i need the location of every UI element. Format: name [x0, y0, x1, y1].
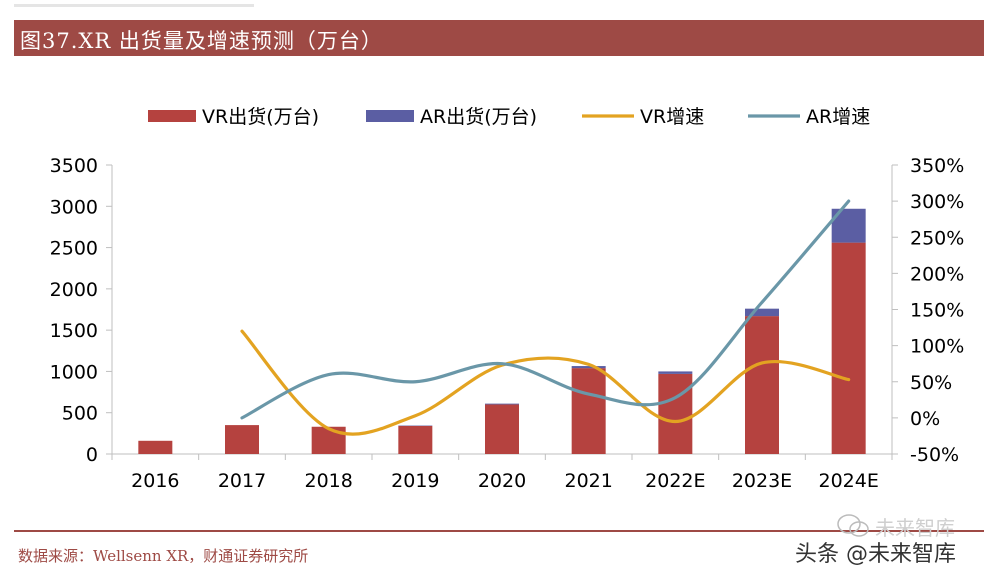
figure-title: 图37.XR 出货量及增速预测（万台）: [20, 29, 383, 53]
source-note: 数据来源：Wellsenn XR，财通证券研究所: [18, 547, 309, 565]
y-right-tick-label: 300%: [910, 191, 964, 213]
wechat-logo-icon: [837, 514, 869, 537]
ar-bar: [485, 403, 519, 405]
y-right-tick-label: 50%: [910, 372, 952, 394]
y-left-tick-label: 1500: [50, 320, 98, 342]
y-right-tick-label: -50%: [910, 444, 959, 466]
x-tick-label: 2019: [391, 470, 439, 492]
cropped-previous-line: [14, 0, 254, 10]
vr-bar: [571, 368, 606, 454]
legend-ar-shipments-swatch: [366, 110, 414, 122]
vr-bar: [138, 440, 173, 454]
legend-ar-growth-label: AR增速: [806, 106, 870, 128]
y-right-tick-label: 0%: [910, 408, 940, 430]
x-tick-label: 2017: [218, 470, 266, 492]
vr-bar: [485, 404, 519, 454]
x-tick-label: 2018: [304, 470, 352, 492]
figure-title-bar: 图37.XR 出货量及增速预测（万台）: [14, 20, 984, 56]
y-left-tick-label: 1000: [50, 361, 98, 383]
y-left-tick-label: 3000: [50, 196, 98, 218]
ar-bar: [745, 308, 779, 317]
vr-bar: [225, 425, 259, 454]
y-right-tick-label: 250%: [910, 227, 964, 249]
watermark-faint: 未来智库: [875, 516, 955, 540]
y-left-tick-label: 0: [86, 444, 98, 466]
chart: 0 500 1000 1500 2000 2500 3000 3500 -50% 0% 50% 100…: [50, 106, 965, 492]
y-left-tick-label: 3500: [50, 155, 98, 177]
legend-vr-shipments-swatch: [148, 110, 196, 122]
x-tick-label: 2016: [131, 470, 179, 492]
x-tick-label: 2024E: [818, 470, 878, 492]
x-tick-label: 2020: [478, 470, 526, 492]
x-tick-label: 2021: [564, 470, 612, 492]
ar-bar: [658, 371, 693, 374]
legend-vr-growth-label: VR增速: [640, 106, 704, 128]
vr-bar: [398, 425, 433, 454]
y-left-tick-label: 2000: [50, 279, 98, 301]
x-tick-label: 2022E: [645, 470, 705, 492]
y-left-tick-label: 500: [62, 403, 98, 425]
vr-bar: [745, 316, 779, 454]
y-right-tick-label: 350%: [910, 155, 964, 177]
vr-bar: [658, 373, 693, 454]
y-left-tick-label: 2500: [50, 238, 98, 260]
footer-divider: [14, 530, 984, 532]
y-right-tick-label: 150%: [910, 300, 964, 322]
legend-vr-shipments-label: VR出货(万台): [202, 106, 319, 128]
y-right-tick-label: 100%: [910, 336, 964, 358]
watermark: 头条 @未来智库: [795, 542, 956, 567]
ar-growth-line: [240, 199, 851, 420]
vr-bar: [311, 426, 346, 454]
x-tick-label: 2023E: [732, 470, 792, 492]
vr-growth-line: [240, 329, 851, 436]
vr-bar: [831, 242, 866, 454]
legend-ar-shipments-label: AR出货(万台): [420, 106, 537, 128]
ar-bar: [571, 366, 606, 369]
y-right-tick-label: 200%: [910, 263, 964, 285]
